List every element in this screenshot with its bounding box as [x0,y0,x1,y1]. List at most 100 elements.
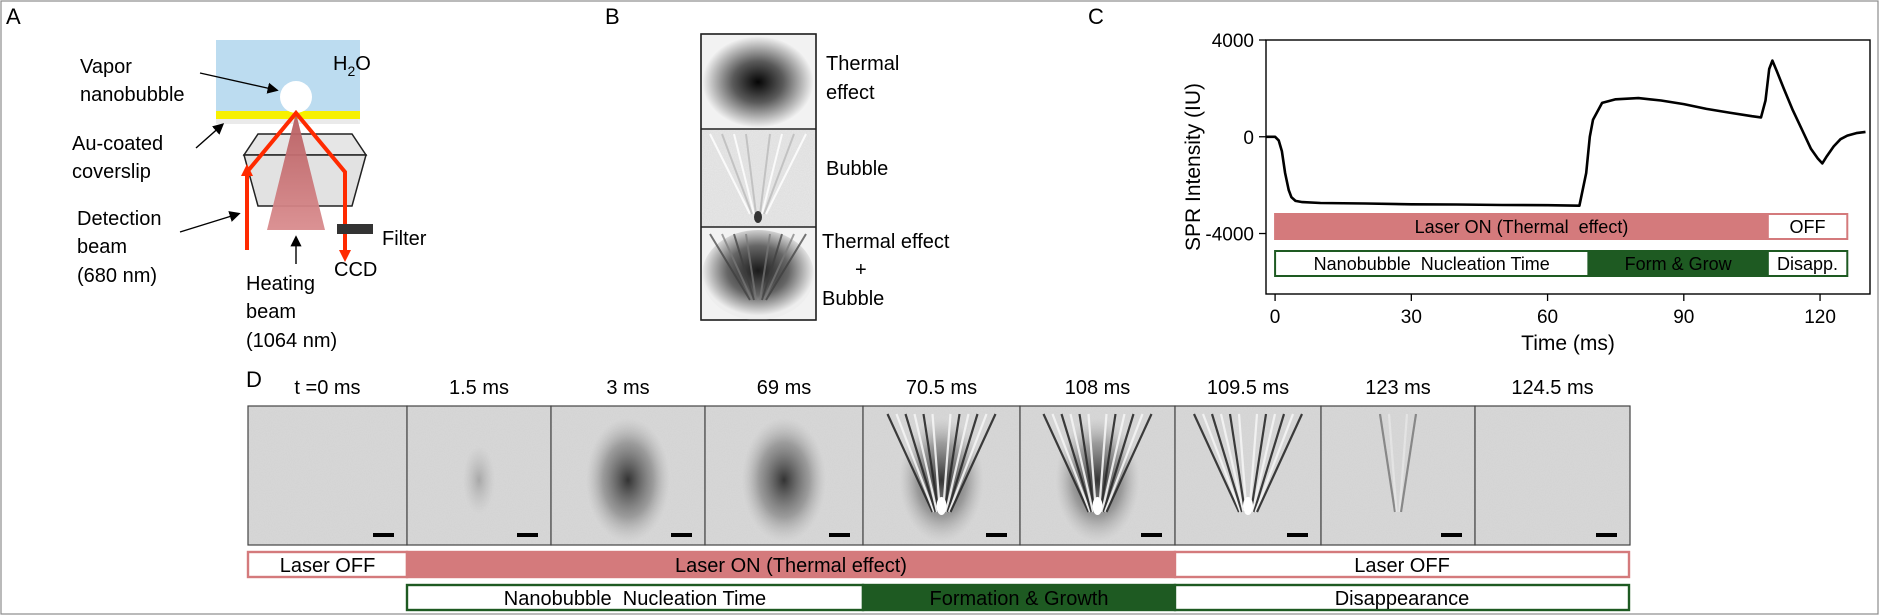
frame-time-label: 69 ms [757,377,811,399]
bubble-streak [1099,413,1117,513]
thermal-spot [1055,418,1140,542]
y-axis-label: SPR Intensity (IU) [1182,83,1205,251]
bubble-streak [733,133,755,215]
detection-label-2: beam [77,236,127,258]
frame-time-label: 108 ms [1065,377,1131,399]
bubble-streak [1256,413,1303,513]
laser-segment-label: Laser OFF [280,555,376,577]
heating-label-2: beam [246,301,296,323]
bubble-streak [1051,413,1092,513]
detection-pointer [179,211,241,233]
frame-7: 123 ms [1320,377,1476,546]
bubble-streak [947,413,988,513]
bubble-streak [745,133,757,215]
bubble-streak [763,133,795,215]
vapor-label-2: nanobubble [80,84,185,106]
heating-label-1: Heating [246,273,315,295]
bubble-streak [1102,413,1135,513]
combo-label-1: Thermal effect [822,231,950,253]
bubble-streak [1219,413,1245,513]
phase-bar-label: Form & Grow [1625,254,1733,274]
combo-image [702,230,814,320]
bubble-streak [709,133,751,215]
chart-line [1266,59,1866,207]
bubble-streak [1254,413,1295,513]
thermal-effect-image [702,36,814,128]
bubble-streak [1078,413,1096,513]
vapor-label-1: Vapor [80,56,132,78]
frame-time-label: 3 ms [606,377,649,399]
frame-time-label: 123 ms [1365,377,1431,399]
panel-c-label: C [1088,4,1104,29]
frame-5: 108 ms [1019,377,1176,546]
bubble-streak [1237,413,1248,513]
panel-a: A H2O Vapor nanobubble Au-coated coversl… [6,4,427,352]
gold-film [216,111,360,119]
scale-bar [1441,533,1462,537]
bubble-label: Bubble [826,158,888,180]
phase-bar-label: OFF [1790,217,1826,237]
panel-b-label: B [605,4,620,29]
bubble-streak [1097,413,1108,513]
detection-label-3: (680 nm) [77,265,157,287]
phase-bar-label: Disapp. [1777,254,1838,274]
detection-arrow-up [241,164,253,176]
phase-segment [861,583,1177,612]
bubble-streak [1060,413,1093,513]
bubble-core [936,497,947,515]
bubble-streaks [709,133,807,215]
timeline-bars: Laser OFF Laser ON (Thermal effect) Laser … [246,550,1631,612]
frame-1: 1.5 ms [406,377,552,546]
bubble-core [1243,497,1253,515]
phase-bar [1766,213,1849,240]
y-tick-label: 0 [1243,128,1254,149]
frame-8: 124.5 ms [1474,377,1631,546]
phase-bar-label: Nanobubble Nucleation Time [1314,254,1550,274]
thermal-spot [586,418,670,542]
combo-streaks [709,233,807,301]
scale-bar [1141,533,1162,537]
plot-frame [1265,39,1871,295]
heating-label-3: (1064 nm) [246,330,337,352]
combo-label-2: + [855,259,867,281]
panel-c: C 0 30 60 90 120 4000 0 -4000 Laser ON (Thermal… [1088,4,1871,355]
bubble-streak [1210,413,1244,513]
panel-a-label: A [6,4,21,29]
bubble-streak [931,413,942,513]
phase-segment [1173,583,1631,612]
bubble-streak [1378,413,1397,513]
combo-streak [709,233,751,301]
filter-block [337,224,373,234]
bubble-streak [1100,413,1126,513]
vapor-pointer [199,72,279,94]
bubble-streak [886,413,934,513]
detection-label-1: Detection [77,208,162,230]
x-tick-label: 60 [1537,307,1558,328]
bubble-streak [904,413,937,513]
filter-label: Filter [382,228,427,250]
combo-streak [763,233,795,301]
scale-bar [1287,533,1308,537]
bubble-streak [1042,413,1090,513]
phase-segment-label: Formation & Growth [930,588,1109,610]
x-tick-label: 90 [1673,307,1694,328]
bubble-streak [946,413,979,513]
bubble-streak [1103,413,1144,513]
frame-2: 3 ms [550,377,706,546]
frame-time-label: 70.5 ms [906,377,977,399]
bubble-streak [1387,413,1398,513]
ccd-label: CCD [334,259,377,281]
bubble-streak [1252,413,1286,513]
bubble-streak [1193,413,1240,513]
bubble-streak [944,413,970,513]
coverslip-label-2: coverslip [72,161,151,183]
scale-bar [671,533,692,537]
bubble-streak [765,133,807,215]
scale-bar [1596,533,1617,537]
panel-b: B Thermal effect Bubble Thermal effect +… [605,4,950,321]
bubble-streak [1069,413,1095,513]
thermal-spot [899,418,984,542]
phase-segment [405,583,865,612]
heating-beam-cone [267,113,325,230]
